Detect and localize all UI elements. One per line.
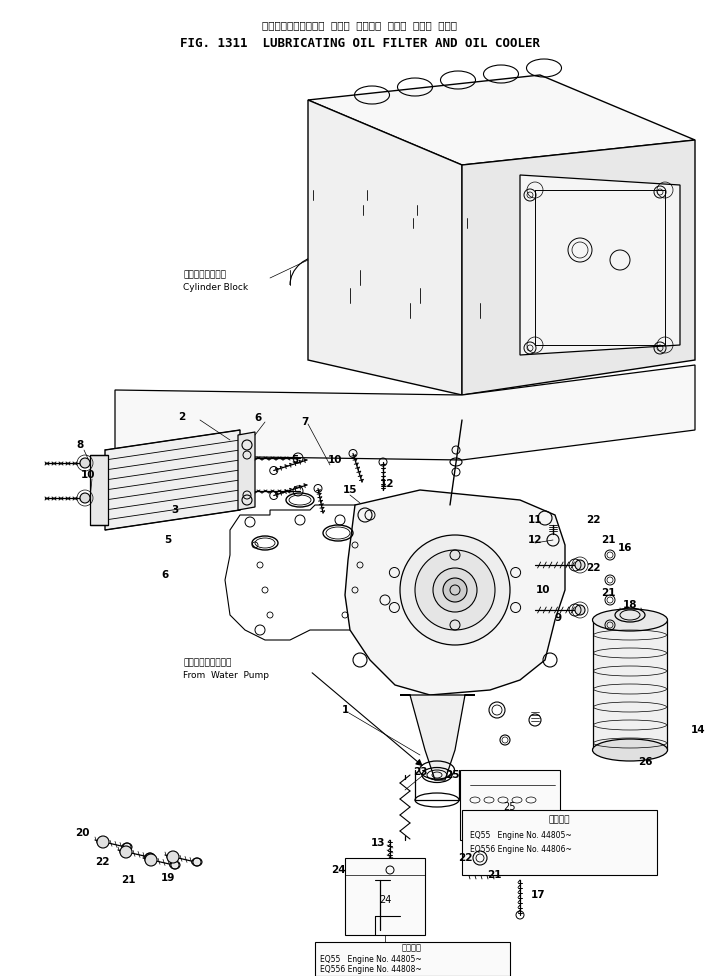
Text: 7: 7 bbox=[301, 417, 308, 427]
Polygon shape bbox=[462, 810, 657, 875]
Text: 21: 21 bbox=[601, 535, 615, 545]
Text: 21: 21 bbox=[601, 588, 615, 598]
Text: 24: 24 bbox=[379, 895, 391, 905]
Polygon shape bbox=[462, 140, 695, 395]
Circle shape bbox=[97, 836, 109, 848]
Text: EQ55   Engine No. 44805~: EQ55 Engine No. 44805~ bbox=[470, 831, 572, 839]
Text: 11: 11 bbox=[528, 515, 542, 525]
Circle shape bbox=[433, 568, 477, 612]
Text: 19: 19 bbox=[161, 873, 175, 883]
Text: 15: 15 bbox=[343, 485, 357, 495]
Text: 17: 17 bbox=[531, 890, 545, 900]
Ellipse shape bbox=[122, 843, 132, 851]
Text: 12: 12 bbox=[528, 535, 542, 545]
Circle shape bbox=[575, 560, 585, 570]
Polygon shape bbox=[115, 365, 695, 460]
Polygon shape bbox=[238, 432, 255, 510]
Polygon shape bbox=[400, 695, 475, 780]
Text: EQ556 Engine No. 44806~: EQ556 Engine No. 44806~ bbox=[470, 845, 572, 855]
Circle shape bbox=[443, 578, 467, 602]
Circle shape bbox=[80, 493, 90, 503]
Text: 16: 16 bbox=[618, 543, 632, 553]
Polygon shape bbox=[593, 620, 667, 750]
Ellipse shape bbox=[592, 739, 667, 761]
Text: 21: 21 bbox=[121, 875, 135, 885]
Polygon shape bbox=[520, 175, 680, 355]
Text: 22: 22 bbox=[586, 563, 600, 573]
Circle shape bbox=[400, 535, 510, 645]
Text: ルーブリケーティング  オイル  フィルタ  および  オイル  クーラ: ルーブリケーティング オイル フィルタ および オイル クーラ bbox=[262, 20, 457, 30]
Text: 5: 5 bbox=[291, 455, 298, 465]
Text: 22: 22 bbox=[458, 853, 472, 863]
Polygon shape bbox=[460, 770, 560, 840]
Text: 23: 23 bbox=[413, 767, 427, 777]
Circle shape bbox=[167, 851, 179, 863]
Text: 10: 10 bbox=[81, 470, 95, 480]
Ellipse shape bbox=[592, 609, 667, 631]
Text: 9: 9 bbox=[554, 613, 562, 623]
Text: Cylinder Block: Cylinder Block bbox=[183, 283, 248, 293]
Circle shape bbox=[415, 550, 495, 630]
Circle shape bbox=[145, 854, 157, 866]
Text: 24: 24 bbox=[331, 865, 345, 875]
Text: 10: 10 bbox=[536, 585, 550, 595]
Polygon shape bbox=[308, 75, 695, 165]
Text: 3: 3 bbox=[171, 505, 178, 515]
Text: 21: 21 bbox=[487, 870, 501, 880]
Polygon shape bbox=[308, 100, 462, 395]
Text: 18: 18 bbox=[623, 600, 637, 610]
Text: 14: 14 bbox=[691, 725, 705, 735]
Text: 25: 25 bbox=[504, 802, 516, 812]
Text: シリンダブロック: シリンダブロック bbox=[183, 270, 226, 279]
Text: 2: 2 bbox=[178, 412, 186, 422]
Polygon shape bbox=[90, 455, 108, 525]
Text: 5: 5 bbox=[165, 535, 172, 545]
Text: EQ55   Engine No. 44805~: EQ55 Engine No. 44805~ bbox=[320, 955, 422, 963]
Text: 12: 12 bbox=[380, 479, 394, 489]
Circle shape bbox=[80, 458, 90, 468]
Polygon shape bbox=[345, 490, 565, 695]
Polygon shape bbox=[345, 858, 425, 935]
Text: 6: 6 bbox=[161, 570, 169, 580]
Text: 22: 22 bbox=[95, 857, 109, 867]
Polygon shape bbox=[105, 430, 240, 530]
Text: 25: 25 bbox=[445, 770, 459, 780]
Text: 8: 8 bbox=[76, 440, 83, 450]
Circle shape bbox=[575, 605, 585, 615]
Text: 6: 6 bbox=[255, 413, 262, 423]
Text: 26: 26 bbox=[638, 757, 652, 767]
Text: 22: 22 bbox=[586, 515, 600, 525]
Text: EQ556 Engine No. 44808~: EQ556 Engine No. 44808~ bbox=[320, 965, 422, 974]
Text: 13: 13 bbox=[371, 838, 385, 848]
Text: 10: 10 bbox=[328, 455, 342, 465]
Text: 1: 1 bbox=[342, 705, 349, 715]
Text: 適用号機: 適用号機 bbox=[402, 944, 422, 953]
Text: ウォータポンプから: ウォータポンプから bbox=[183, 659, 232, 668]
Text: From  Water  Pump: From Water Pump bbox=[183, 671, 269, 679]
Ellipse shape bbox=[170, 861, 180, 869]
Text: FIG. 1311  LUBRICATING OIL FILTER AND OIL COOLER: FIG. 1311 LUBRICATING OIL FILTER AND OIL… bbox=[180, 37, 540, 50]
Polygon shape bbox=[315, 942, 510, 976]
Text: 適用号機: 適用号機 bbox=[549, 816, 569, 825]
Text: 20: 20 bbox=[75, 828, 89, 838]
Circle shape bbox=[120, 846, 132, 858]
Ellipse shape bbox=[145, 853, 155, 861]
Ellipse shape bbox=[192, 858, 202, 866]
